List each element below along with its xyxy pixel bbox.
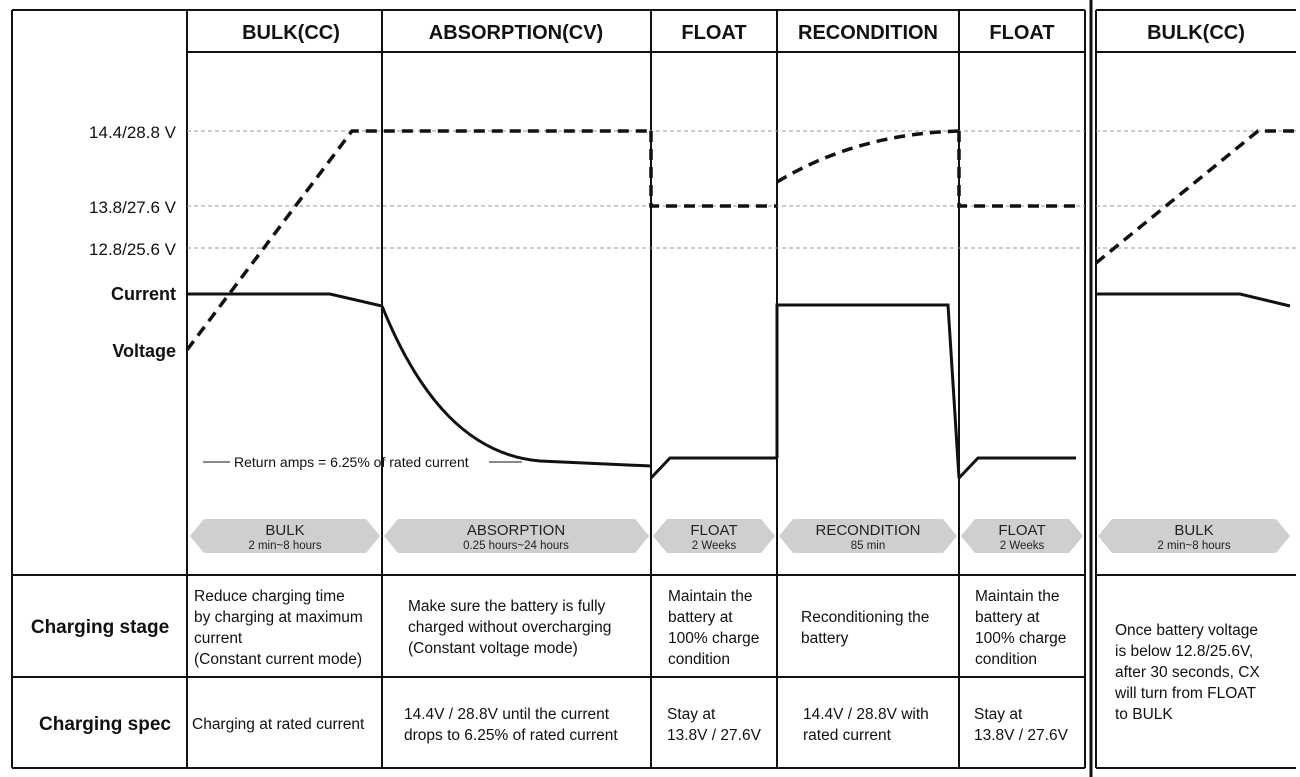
cell-line: current [194, 630, 243, 647]
charging-spec-float: Stay at 13.8V / 27.6V [667, 706, 762, 744]
header-bulk-2: BULK(CC) [1147, 22, 1245, 44]
arrow-recondition-duration: 85 min [851, 540, 886, 552]
arrow-bulk-2-duration: 2 min~8 hours [1157, 540, 1230, 552]
voltage-level-12-8: 12.8/25.6 V [89, 240, 177, 259]
row-title-charging-spec: Charging spec [39, 714, 171, 735]
charging-spec-recondition: 14.4V / 28.8V with rated current [803, 706, 929, 744]
cell-line: Stay at [667, 706, 716, 723]
voltage-gridlines [187, 130, 1296, 249]
row-title-charging-stage: Charging stage [31, 617, 169, 638]
header-absorption: ABSORPTION(CV) [429, 22, 603, 44]
cell-line: 14.4V / 28.8V with [803, 706, 929, 723]
cell-line: Charging at rated current [192, 716, 365, 733]
arrow-bulk-2-name: BULK [1174, 522, 1213, 539]
cell-line: condition [975, 651, 1037, 668]
current-label: Current [111, 284, 176, 304]
cell-line: Once battery voltage [1115, 622, 1258, 639]
charging-stage-recondition: Reconditioning the battery [801, 609, 929, 647]
return-amps-note: Return amps = 6.25% of rated current [234, 454, 469, 470]
arrow-float-2-name: FLOAT [998, 522, 1045, 539]
arrow-bulk-name: BULK [265, 522, 304, 539]
cell-line: will turn from FLOAT [1114, 685, 1256, 702]
cell-line: charged without overcharging [408, 619, 611, 636]
cell-line: to BULK [1115, 706, 1173, 723]
arrow-float-name: FLOAT [690, 522, 737, 539]
cell-line: by charging at maximum [194, 609, 363, 626]
cell-line: 14.4V / 28.8V until the current [404, 706, 610, 723]
voltage-level-13-8: 13.8/27.6 V [89, 198, 177, 217]
charging-stage-float: Maintain the battery at 100% charge cond… [668, 588, 759, 668]
current-trace [187, 292, 1291, 480]
charging-stage-bulk: Reduce charging time by charging at maxi… [194, 588, 363, 668]
arrow-recondition-name: RECONDITION [816, 522, 921, 539]
charging-stage-absorption: Make sure the battery is fully charged w… [408, 598, 611, 657]
cell-line: battery at [668, 609, 733, 626]
cell-line: 13.8V / 27.6V [667, 727, 762, 744]
cell-line: rated current [803, 727, 892, 744]
arrow-bulk-duration: 2 min~8 hours [248, 540, 321, 552]
cell-line: 100% charge [975, 630, 1066, 647]
cell-line: Reduce charging time [194, 588, 345, 605]
arrow-float-duration: 2 Weeks [692, 540, 737, 552]
cell-line: after 30 seconds, CX [1115, 664, 1260, 681]
cell-line: battery at [975, 609, 1040, 626]
voltage-label: Voltage [112, 341, 176, 361]
cell-line: 13.8V / 27.6V [974, 727, 1069, 744]
header-bulk: BULK(CC) [242, 22, 340, 44]
charging-spec-float-2: Stay at 13.8V / 27.6V [974, 706, 1069, 744]
charging-stage-float-2: Maintain the battery at 100% charge cond… [975, 588, 1066, 668]
cell-line: battery [801, 630, 849, 647]
arrow-absorption-name: ABSORPTION [467, 522, 565, 539]
header-float: FLOAT [681, 22, 746, 44]
voltage-trace [185, 129, 1296, 352]
cell-line: 100% charge [668, 630, 759, 647]
arrow-absorption-duration: 0.25 hours~24 hours [463, 540, 569, 552]
cell-line: Reconditioning the [801, 609, 929, 626]
cell-line: (Constant voltage mode) [408, 640, 578, 657]
cell-line: is below 12.8/25.6V, [1115, 643, 1253, 660]
cell-line: (Constant current mode) [194, 651, 362, 668]
voltage-level-14-4: 14.4/28.8 V [89, 123, 177, 142]
stage-arrows [190, 519, 1290, 553]
cell-line: Make sure the battery is fully [408, 598, 606, 615]
charging-spec-bulk: Charging at rated current [192, 716, 365, 733]
cell-line: Maintain the [975, 588, 1059, 605]
cell-line: Stay at [974, 706, 1023, 723]
restart-note: Once battery voltage is below 12.8/25.6V… [1114, 622, 1260, 723]
charging-spec-absorption: 14.4V / 28.8V until the current drops to… [404, 706, 618, 744]
cell-line: drops to 6.25% of rated current [404, 727, 618, 744]
cell-line: Maintain the [668, 588, 752, 605]
arrow-float-2-duration: 2 Weeks [1000, 540, 1045, 552]
header-recondition: RECONDITION [798, 22, 938, 44]
header-float-2: FLOAT [989, 22, 1054, 44]
cell-line: condition [668, 651, 730, 668]
